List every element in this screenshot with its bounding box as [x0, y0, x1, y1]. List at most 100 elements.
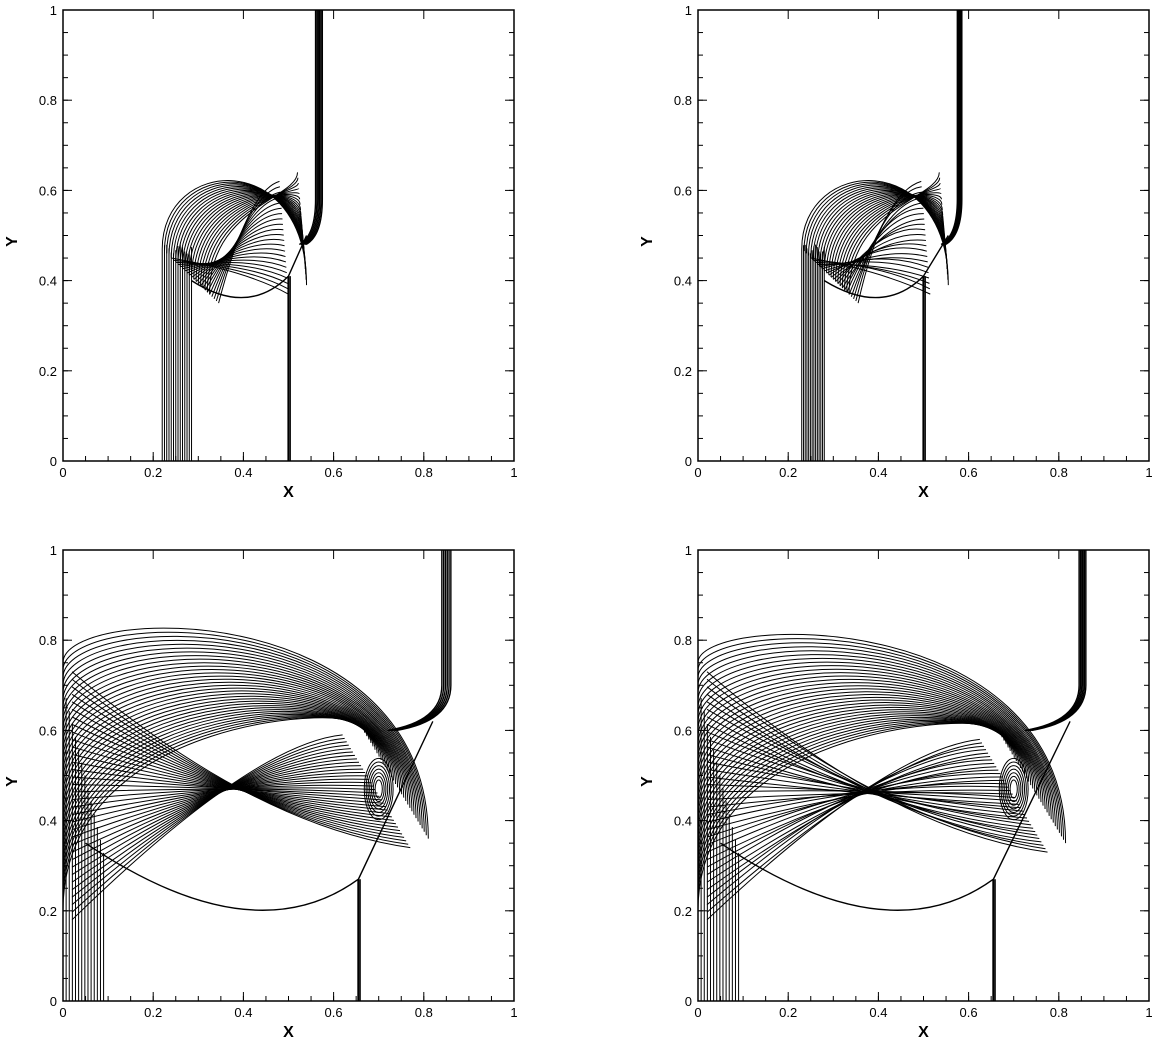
y-tick-label: 0.2 — [39, 364, 57, 379]
y-tick-label: 1 — [685, 3, 692, 18]
y-tick-label: 0.2 — [674, 364, 692, 379]
x-tick-label: 0.8 — [415, 465, 433, 480]
y-tick-label: 0 — [50, 994, 57, 1009]
x-axis-title: X — [918, 1024, 929, 1041]
incident-shock-line — [304, 10, 322, 246]
bubble-lower-boundary — [85, 721, 434, 911]
vortex-contour — [1009, 779, 1018, 799]
contour-panel-top-right: 0 0.2 0.4 0.6 0.8 1 0 0.2 0.4 0.6 0.8 1 X Y — [639, 3, 1153, 501]
x-tick-label: 0.2 — [779, 1005, 797, 1020]
incident-shock-line — [1024, 550, 1080, 732]
density-contour — [184, 193, 303, 280]
density-contour — [826, 193, 945, 283]
density-contour — [835, 194, 943, 291]
y-axis-title: Y — [639, 776, 656, 787]
x-tick-label: 0.4 — [869, 465, 887, 480]
incident-shock-line — [396, 550, 452, 732]
vortex-contour — [1002, 765, 1026, 813]
density-contour — [839, 192, 942, 295]
density-contour — [819, 191, 946, 276]
density-contour — [200, 192, 300, 295]
x-axis-title: X — [918, 484, 929, 501]
density-contour — [698, 654, 1056, 836]
x-tick-label: 0.2 — [779, 465, 797, 480]
x-tick-label: 0.8 — [1050, 465, 1068, 480]
density-contour — [166, 183, 307, 284]
density-contour — [172, 187, 305, 270]
vortex-contour — [1005, 772, 1022, 806]
density-contour — [204, 182, 299, 300]
x-tick-label: 0.2 — [144, 1005, 162, 1020]
y-tick-label: 0.2 — [39, 904, 57, 919]
y-tick-label: 0.6 — [39, 723, 57, 738]
incident-shock-line — [941, 10, 959, 246]
vortex-contour — [372, 775, 385, 803]
density-contour — [63, 716, 366, 906]
incident-shock-line — [303, 10, 321, 246]
vortex-contour — [365, 761, 392, 817]
incident-shock-line — [298, 10, 317, 246]
y-tick-label: 0.2 — [674, 904, 692, 919]
density-contour — [848, 172, 940, 304]
y-tick-label: 0 — [50, 454, 57, 469]
x-tick-label: 0.4 — [234, 1005, 252, 1020]
density-contour — [193, 195, 302, 289]
vortex-contour — [369, 768, 389, 810]
bubble-lower-boundary — [823, 235, 949, 299]
y-axis-title: Y — [4, 236, 21, 247]
bubble-lower-boundary — [191, 235, 308, 299]
contour-panel-top-left: 0 0.2 0.4 0.6 0.8 1 0 0.2 0.4 0.6 0.8 1 X Y — [4, 3, 518, 501]
incident-shock-line — [1027, 550, 1083, 732]
x-tick-label: 0.8 — [1050, 1005, 1068, 1020]
x-tick-label: 1 — [510, 1005, 517, 1020]
incident-shock-line — [945, 10, 963, 246]
y-tick-label: 0.8 — [674, 93, 692, 108]
vortex-contour — [1007, 775, 1020, 803]
y-tick-label: 0.4 — [674, 814, 692, 829]
x-tick-label: 0 — [59, 1005, 66, 1020]
contour-panel-bottom-left: 0 0.2 0.4 0.6 0.8 1 0 0.2 0.4 0.6 0.8 1 X Y — [4, 543, 518, 1041]
vortex-contour — [370, 772, 387, 806]
x-tick-label: 0.4 — [869, 1005, 887, 1020]
vortex-contour — [367, 765, 391, 813]
y-tick-label: 0.8 — [39, 93, 57, 108]
contour-lines — [698, 550, 1087, 1001]
x-axis-title: X — [283, 1024, 294, 1041]
density-contour — [817, 189, 946, 274]
x-tick-label: 0.2 — [144, 465, 162, 480]
x-axis-title: X — [283, 484, 294, 501]
density-contour — [841, 187, 942, 297]
y-tick-label: 0.4 — [39, 274, 57, 289]
density-contour — [803, 181, 949, 290]
x-tick-label: 0.6 — [325, 465, 343, 480]
vortex-contour — [374, 779, 383, 799]
density-contour — [698, 722, 999, 921]
contour-panel-bottom-right: 0 0.2 0.4 0.6 0.8 1 0 0.2 0.4 0.6 0.8 1 X Y — [639, 543, 1153, 1041]
y-tick-label: 0.4 — [39, 814, 57, 829]
x-tick-label: 0.6 — [960, 465, 978, 480]
density-contour — [63, 716, 364, 913]
vortex-contour — [1004, 768, 1024, 810]
density-contour — [209, 172, 299, 304]
bubble-lower-boundary — [720, 721, 1071, 911]
y-tick-label: 1 — [50, 543, 57, 558]
density-contour — [191, 194, 302, 287]
density-contour — [698, 722, 1001, 913]
incident-shock-line — [940, 10, 959, 246]
y-tick-label: 1 — [50, 3, 57, 18]
y-tick-label: 0.6 — [674, 723, 692, 738]
y-tick-label: 0 — [685, 994, 692, 1009]
x-tick-label: 0 — [694, 465, 701, 480]
y-tick-label: 1 — [685, 543, 692, 558]
density-contour — [175, 188, 305, 272]
vortex-contour — [363, 757, 394, 821]
y-tick-label: 0.6 — [39, 183, 57, 198]
x-tick-label: 0.4 — [234, 465, 252, 480]
x-tick-label: 1 — [1145, 465, 1152, 480]
density-contour — [830, 194, 944, 287]
incident-shock-line — [387, 550, 443, 732]
density-contour — [828, 194, 944, 285]
y-tick-label: 0.6 — [674, 183, 692, 198]
y-axis-title: Y — [639, 236, 656, 247]
